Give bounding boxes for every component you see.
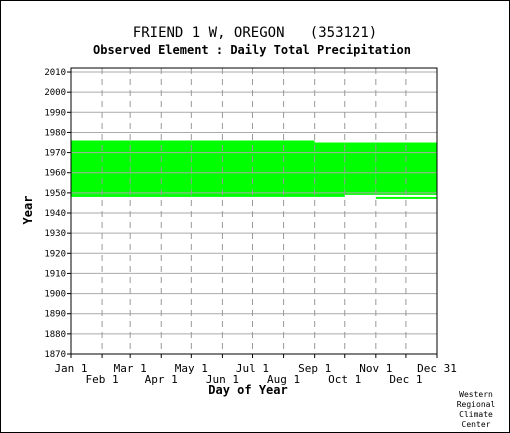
y-tick-label: 2000: [44, 88, 66, 98]
y-tick-label: 1920: [44, 249, 66, 259]
x-tick-label: Nov 1: [359, 362, 392, 375]
coverage-bar: [130, 140, 192, 195]
x-tick-label: Jul 1: [236, 362, 269, 375]
y-tick-label: 1880: [44, 330, 66, 340]
y-tick-label: 1970: [44, 149, 66, 159]
grid-lines: [71, 68, 437, 355]
credit-line: Regional: [456, 400, 496, 409]
x-tick-label: Feb 1: [86, 373, 119, 386]
x-tick-label: May 1: [175, 362, 208, 375]
coverage-bar: [344, 142, 376, 195]
x-tick-label: Aug 1: [267, 373, 300, 386]
y-tick-label: 1940: [44, 209, 66, 219]
credit-block: Western Regional Climate Center: [446, 390, 506, 430]
x-tick-label: Dec 1: [389, 373, 422, 386]
y-axis: 1870 1880 1890 1900 1910 1920 1930 1940 1950 1960…: [44, 68, 71, 360]
y-tick-label: 1950: [44, 189, 66, 199]
y-tick-label: 1890: [44, 310, 66, 320]
coverage-bar: [375, 142, 437, 195]
y-tick-label: 2010: [44, 68, 66, 78]
x-axis-label: Day of Year: [208, 383, 287, 397]
plot-border: [70, 67, 438, 355]
y-tick-label: 1910: [44, 269, 66, 279]
y-tick-label: 1980: [44, 128, 66, 138]
coverage-line: [375, 196, 437, 199]
chart-subtitle: Observed Element : Daily Total Precipita…: [93, 43, 411, 57]
coverage-bar: [191, 140, 315, 197]
x-tick-label: Jun 1: [206, 373, 239, 386]
x-tick-label: Mar 1: [114, 362, 147, 375]
credit-line: Western: [459, 390, 493, 399]
y-tick-label: 1870: [44, 350, 66, 360]
coverage-line: [71, 194, 192, 197]
x-tick-label: Dec 31: [417, 362, 457, 375]
y-tick-label: 1990: [44, 108, 66, 118]
x-tick-label: Sep 1: [298, 362, 331, 375]
credit-line: Climate: [459, 410, 493, 419]
y-tick-label: 1900: [44, 290, 66, 300]
coverage-bar: [314, 142, 345, 197]
y-axis-label: Year: [21, 196, 35, 225]
x-tick-label: Apr 1: [145, 373, 178, 386]
chart-title: FRIEND 1 W, OREGON (353121): [132, 25, 378, 41]
coverage-bar: [71, 140, 131, 195]
coverage-bars: [71, 140, 437, 199]
credit-line: Center: [461, 420, 491, 429]
y-tick-label: 1930: [44, 229, 66, 239]
y-tick-label: 1960: [44, 169, 66, 179]
x-tick-label: Jan 1: [54, 362, 87, 375]
x-tick-label: Oct 1: [328, 373, 361, 386]
